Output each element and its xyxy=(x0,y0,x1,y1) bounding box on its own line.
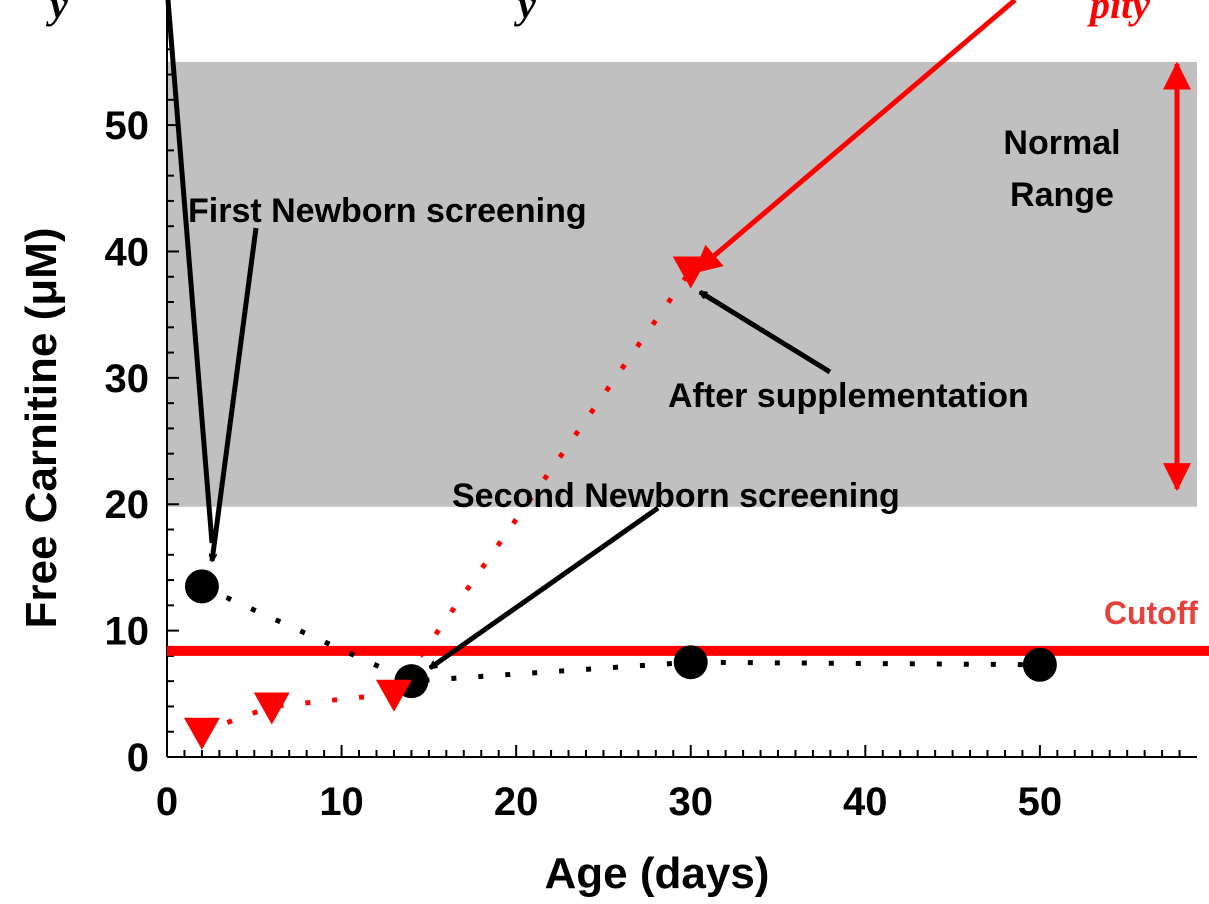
series-1-line xyxy=(201,269,693,735)
arrow-first-screening-short xyxy=(212,227,259,561)
arrow-after-supplementation xyxy=(700,289,832,375)
clipped-text-left: y xyxy=(46,0,68,27)
y-tick-label: 10 xyxy=(105,610,150,654)
x-tick-label: 20 xyxy=(494,780,539,824)
y-axis-ticks: 0 10 20 30 40 50 xyxy=(105,48,179,780)
annotation-after-supplementation: After supplementation xyxy=(668,377,1029,415)
y-axis-title: Free Carnitine (μM) xyxy=(17,228,66,629)
arrow-red-top xyxy=(693,0,1017,274)
triangle-point xyxy=(375,679,412,712)
series-lines xyxy=(200,269,1040,735)
series-points xyxy=(183,256,1057,750)
normal-range-band xyxy=(167,61,1197,507)
x-tick-label: 0 xyxy=(156,780,178,824)
triangle-point xyxy=(253,692,290,725)
normal-range-label-line1: Normal xyxy=(1003,124,1120,162)
y-tick-label: 0 xyxy=(127,736,149,780)
cutoff-label: Cutoff xyxy=(1104,595,1199,631)
annotation-first-screening: First Newborn screening xyxy=(188,192,587,230)
triangle-point xyxy=(183,717,220,750)
x-tick-label: 40 xyxy=(843,780,888,824)
x-axis-title: Age (days) xyxy=(545,849,770,898)
annotation-second-screening: Second Newborn screening xyxy=(452,477,900,515)
x-tick-label: 50 xyxy=(1018,780,1063,824)
x-axis-ticks: 0 10 20 30 40 50 xyxy=(156,745,1181,824)
circle-point xyxy=(184,569,219,604)
arrow-first-screening-long xyxy=(165,0,215,544)
normal-range-label-line2: Range xyxy=(1010,176,1114,214)
y-tick-label: 20 xyxy=(105,483,150,527)
y-tick-label: 50 xyxy=(105,104,150,148)
clipped-text-middle: y xyxy=(514,0,536,27)
circle-point xyxy=(673,645,708,680)
y-tick-label: 30 xyxy=(105,357,150,401)
series-0-line xyxy=(200,584,1040,684)
y-tick-label: 40 xyxy=(105,230,150,274)
x-tick-label: 10 xyxy=(319,780,364,824)
arrow-second-screening xyxy=(430,505,660,671)
x-tick-label: 30 xyxy=(668,780,713,824)
circle-point xyxy=(1022,647,1057,682)
clipped-text-right: pity xyxy=(1087,0,1150,27)
